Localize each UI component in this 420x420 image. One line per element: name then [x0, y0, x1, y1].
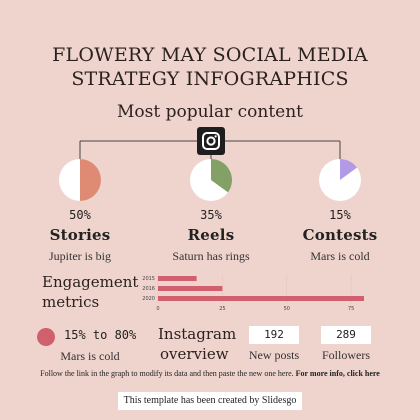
x-tick-label: 0 [156, 306, 159, 312]
range-dot [37, 328, 55, 346]
contests-subtitle: Mars is cold [310, 249, 370, 263]
bar-category-label: 2020 [142, 296, 155, 302]
x-tick-label: 25 [219, 306, 225, 312]
x-tick-label: 75 [348, 306, 354, 312]
pie-slice-stories [80, 159, 101, 201]
engagement-heading-line1: Engagement [42, 273, 139, 291]
footer-note-text: Follow the link in the graph to modify i… [40, 369, 294, 378]
instagram-overview-line2: overview [160, 345, 229, 363]
range-stat: 15% to 80% [64, 328, 137, 342]
pie-contests [319, 159, 361, 201]
contests-title: Contests [302, 226, 378, 244]
reels-subtitle: Saturn has rings [172, 249, 250, 263]
followers-value: 289 [321, 326, 371, 344]
reels-percent: 35% [200, 208, 222, 222]
stories-percent: 50% [69, 208, 91, 222]
stories-title: Stories [49, 226, 111, 244]
bar-category-label: 2016 [142, 286, 155, 292]
page-title-line1: FLOWERY MAY SOCIAL MEDIA [52, 44, 368, 66]
bar-2020 [158, 296, 364, 301]
bar-category-label: 2015 [142, 276, 155, 282]
pie-reels [190, 159, 232, 201]
pie-stories [59, 159, 101, 201]
x-tick-label: 50 [284, 306, 290, 312]
reels-title: Reels [187, 226, 235, 244]
new-posts-value: 192 [249, 326, 299, 344]
popular-content-heading: Most popular content [116, 102, 304, 122]
stories-subtitle: Jupiter is big [49, 249, 111, 263]
contests-percent: 15% [329, 208, 351, 222]
followers-label: Followers [322, 348, 370, 362]
page-title-line2: STRATEGY INFOGRAPHICS [71, 68, 349, 90]
bar-2015 [158, 276, 197, 281]
pie-slice-contests [340, 159, 357, 180]
bar-2016 [158, 286, 223, 291]
credit-box: This template has been created by Slides… [118, 392, 302, 410]
pie-slice-reels [211, 159, 232, 193]
instagram-overview-line1: Instagram [158, 325, 237, 343]
more-info-link[interactable]: For more info, click here [295, 369, 380, 378]
new-posts-label: New posts [248, 348, 300, 362]
footer-note: Follow the link in the graph to modify i… [0, 369, 420, 378]
instagram-icon [197, 127, 225, 155]
range-subtitle: Mars is cold [60, 349, 120, 363]
engagement-heading-line2: metrics [42, 293, 100, 311]
